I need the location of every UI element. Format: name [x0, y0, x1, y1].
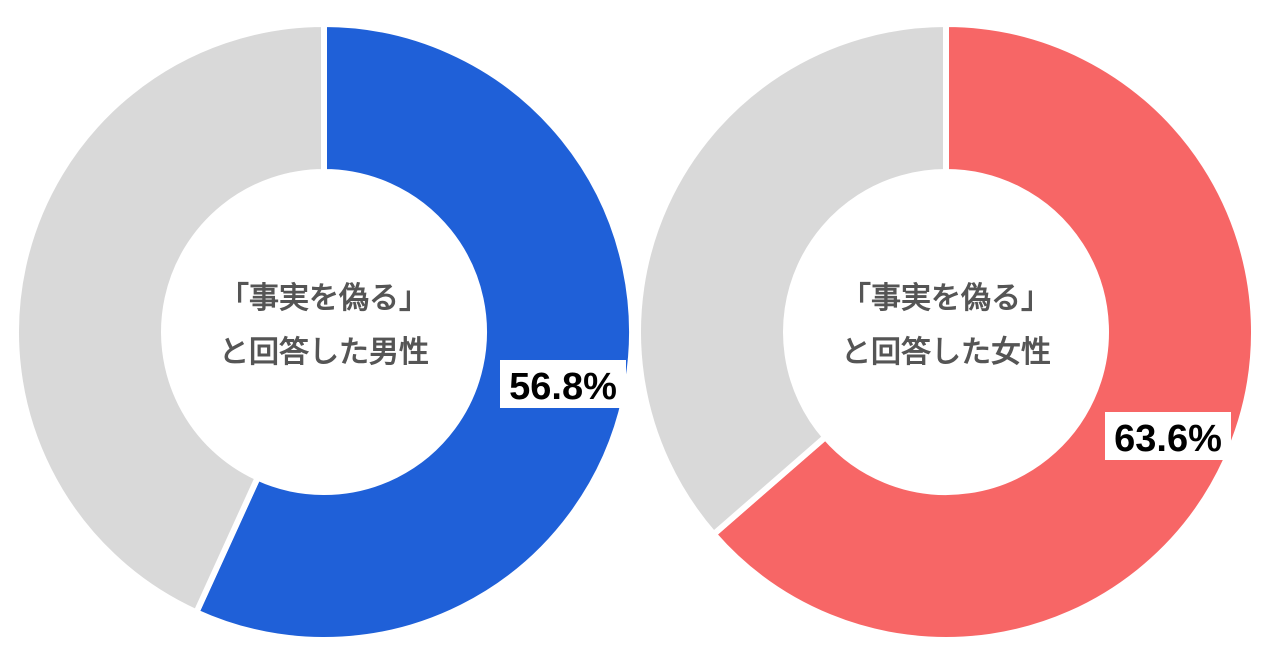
donut-slice-remainder-male [13, 20, 327, 617]
value-label-bg-male [500, 360, 626, 408]
center-label-line2-male: と回答した男性 [219, 335, 429, 370]
center-label-line1-male: 「事実を偽る」 [219, 281, 429, 316]
value-label-bg-female [1105, 412, 1231, 460]
donut-chart-male: 「事実を偽る」 と回答した男性 56.8% [13, 20, 635, 643]
value-label-female: 63.6% [1114, 418, 1222, 460]
center-label-line1-female: 「事実を偽る」 [841, 281, 1051, 316]
value-label-male: 56.8% [509, 366, 617, 408]
center-label-line2-female: と回答した女性 [841, 335, 1051, 370]
donut-chart-female: 「事実を偽る」 と回答した女性 63.6% [635, 20, 1257, 643]
donut-slice-value-female [709, 20, 1257, 643]
donut-slice-remainder-female [635, 20, 949, 539]
donut-slice-value-male [192, 20, 635, 643]
